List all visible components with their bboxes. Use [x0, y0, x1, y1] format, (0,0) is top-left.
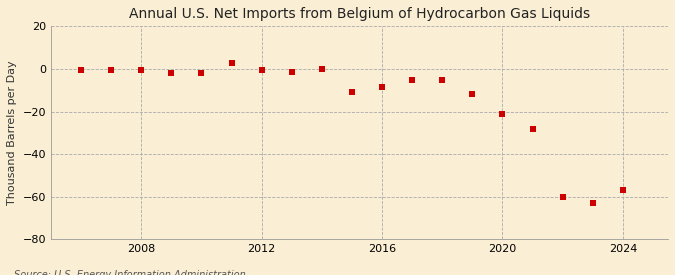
Point [407, 77, 418, 82]
Point [527, 126, 538, 131]
Point [226, 60, 237, 65]
Point [256, 68, 267, 72]
Text: Source: U.S. Energy Information Administration: Source: U.S. Energy Information Administ… [14, 271, 245, 275]
Point [467, 92, 478, 97]
Point [437, 77, 448, 82]
Point [166, 71, 177, 75]
Point [286, 70, 297, 74]
Point [76, 68, 86, 72]
Point [346, 90, 357, 95]
Point [196, 71, 207, 75]
Y-axis label: Thousand Barrels per Day: Thousand Barrels per Day [7, 60, 17, 205]
Title: Annual U.S. Net Imports from Belgium of Hydrocarbon Gas Liquids: Annual U.S. Net Imports from Belgium of … [129, 7, 590, 21]
Point [377, 85, 387, 89]
Point [497, 111, 508, 116]
Point [618, 188, 628, 192]
Point [317, 67, 327, 71]
Point [558, 195, 568, 199]
Point [106, 68, 117, 72]
Point [587, 201, 598, 205]
Point [136, 68, 146, 72]
